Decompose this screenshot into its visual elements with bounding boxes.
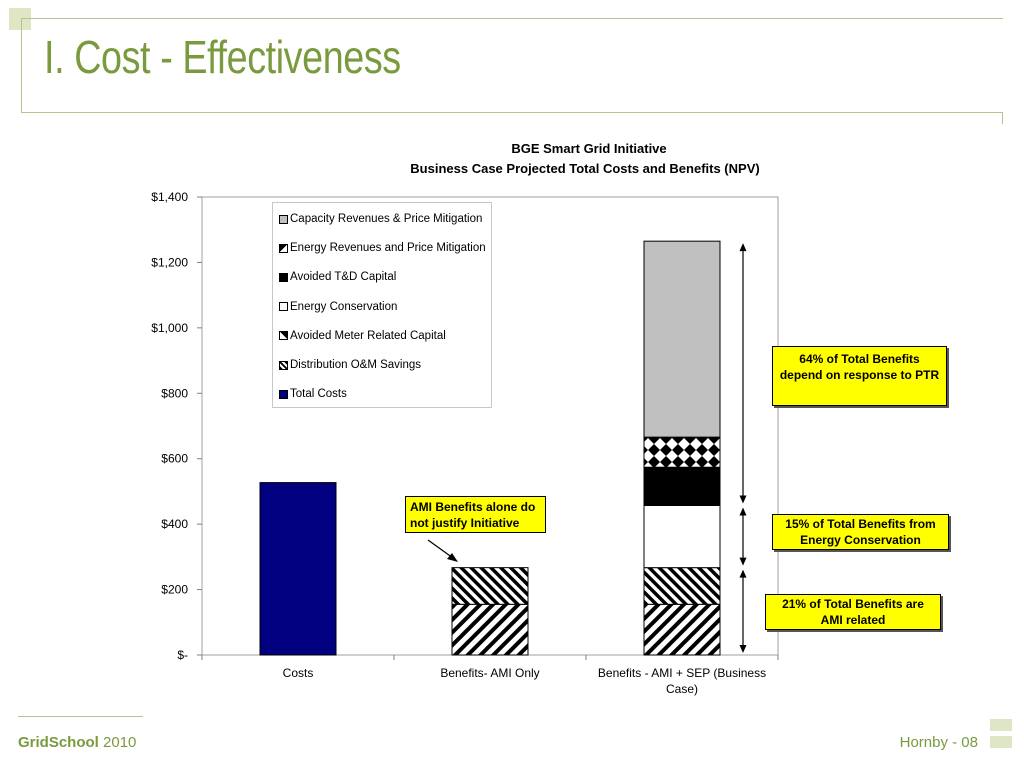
callout-ami-alone: AMI Benefits alone do not justify Initia…	[405, 496, 546, 533]
y-tick-label: $800	[161, 386, 188, 400]
bar-segment-total-costs	[259, 482, 337, 656]
x-tick-label: Benefits- AMI Only	[440, 666, 539, 680]
y-tick-label: $200	[161, 583, 188, 597]
bracket-arrowhead-down	[739, 557, 747, 566]
callout-21-percent: 21% of Total Benefits are AMI related	[765, 594, 941, 630]
x-axis: Costs Benefits- AMI Only Benefits - AMI + …	[201, 655, 779, 696]
footer-square-decoration-1	[990, 719, 1012, 731]
legend-label: Avoided T&D Capital	[290, 271, 397, 284]
footer-page-number: Hornby - 08	[899, 734, 978, 751]
y-tick-label: $600	[161, 452, 188, 466]
chart-title-group: BGE Smart Grid Initiative Business Case …	[410, 141, 759, 176]
bar-segment-energy-conservation	[643, 504, 721, 569]
callout-pointer-arrowhead	[447, 553, 458, 562]
bracket-arrowhead-up	[739, 569, 747, 578]
legend-label: Capacity Revenues & Price Mitigation	[290, 213, 483, 225]
legend-swatch	[279, 214, 288, 224]
bar-segment-distribution-o-m-savings	[451, 603, 529, 656]
x-tick-label: Costs	[283, 666, 314, 680]
chart-subtitle: Business Case Projected Total Costs and …	[410, 161, 759, 176]
legend-label: Avoided Meter Related Capital	[290, 329, 446, 342]
y-tick-label: $400	[161, 517, 188, 531]
legend-swatch	[279, 243, 288, 253]
bar-segment-avoided-t-d-capital	[643, 466, 721, 506]
legend-label: Energy Revenues and Price Mitigation	[290, 242, 486, 255]
footer-brand-year: 2010	[103, 734, 137, 751]
legend-item: Total Costs	[279, 388, 347, 400]
footer-brand: GridSchool 2010	[18, 734, 136, 751]
legend-item: Avoided T&D Capital	[279, 271, 396, 283]
bar-segment-capacity-revenues-price-mitigation	[643, 240, 721, 438]
y-tick-label: $-	[177, 648, 188, 662]
bar-segment-avoided-meter-related-capital	[643, 567, 721, 605]
chart-title: BGE Smart Grid Initiative	[511, 141, 666, 156]
footer-brand-name: GridSchool	[18, 734, 99, 751]
bracket-arrowhead-down	[739, 645, 747, 653]
legend-swatch	[279, 272, 288, 282]
legend-item: Avoided Meter Related Capital	[279, 330, 446, 342]
legend-swatch	[279, 389, 288, 399]
footer-square-decoration-2	[990, 736, 1012, 748]
legend-swatch	[279, 302, 288, 312]
callout-64-percent: 64% of Total Benefits depend on response…	[772, 346, 947, 406]
bracket-arrowhead-up	[739, 243, 747, 252]
legend-item: Energy Conservation	[279, 301, 397, 313]
callout-pointer-line	[427, 539, 454, 559]
legend-item: Energy Revenues and Price Mitigation	[279, 242, 486, 254]
y-tick-label: $1,400	[151, 190, 188, 204]
callout-15-percent: 15% of Total Benefits from Energy Conser…	[772, 514, 949, 550]
bracket-arrows	[427, 243, 747, 653]
bars	[259, 240, 721, 656]
bracket-arrowhead-up	[739, 507, 747, 516]
slide-title: I. Cost - Effectiveness	[44, 31, 401, 83]
corner-square-decoration	[9, 8, 31, 30]
y-axis: $- $200 $400 $600 $800 $1,000 $1,200 $1,400	[151, 190, 202, 662]
bracket-arrowhead-down	[739, 495, 747, 504]
y-tick-label: $1,000	[151, 321, 188, 335]
title-frame-vertical-line	[21, 18, 22, 112]
title-frame-top-line	[21, 18, 1003, 19]
bar-segment-energy-revenues-and-price-mitigation	[643, 436, 721, 468]
bar-segment-avoided-meter-related-capital	[451, 567, 529, 605]
legend-label: Energy Conservation	[290, 300, 398, 313]
title-frame-bottom-line	[21, 112, 1003, 113]
bar-segment-distribution-o-m-savings	[643, 603, 721, 656]
legend-item: Capacity Revenues & Price Mitigation	[279, 213, 482, 225]
y-tick-label: $1,200	[151, 255, 188, 269]
title-frame-right-tick	[1002, 112, 1003, 124]
chart-legend: Capacity Revenues & Price Mitigation Ener…	[272, 202, 492, 408]
legend-item: Distribution O&M Savings	[279, 359, 421, 371]
legend-swatch	[279, 360, 288, 370]
legend-label: Total Costs	[290, 388, 347, 401]
legend-swatch	[279, 331, 288, 341]
legend-label: Distribution O&M Savings	[290, 359, 422, 371]
footer-divider-line	[18, 716, 143, 717]
x-tick-label: Benefits - AMI + SEP (Business Case)	[598, 666, 766, 696]
